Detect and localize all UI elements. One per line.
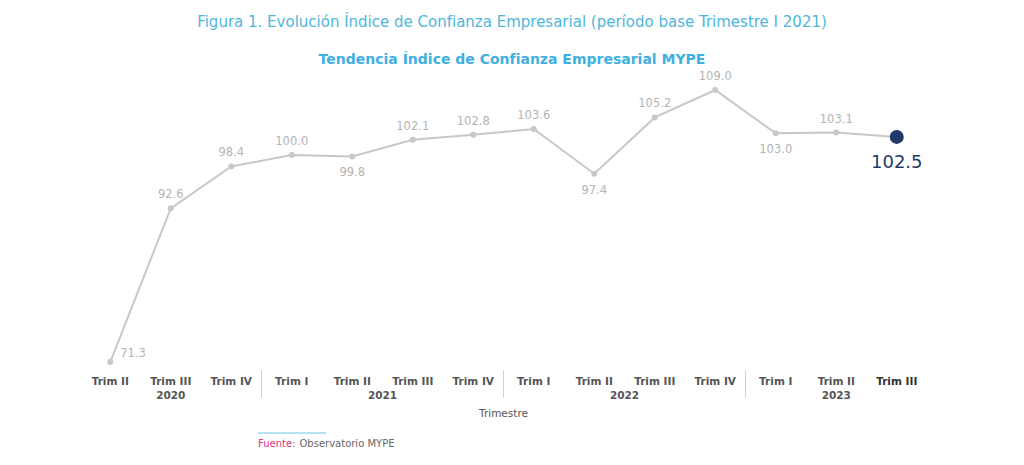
marker — [652, 114, 658, 120]
data-label: 102.8 — [457, 114, 490, 128]
marker — [531, 126, 537, 132]
x-group-label: 2022 — [610, 389, 639, 401]
plot-area — [107, 87, 904, 365]
data-label: 103.6 — [517, 108, 550, 122]
title: Figura 1. Evolución Índice de Confianza … — [197, 12, 827, 31]
data-label: 97.4 — [581, 183, 607, 197]
marker — [890, 130, 904, 144]
x-group-label: 2020 — [156, 389, 185, 401]
marker — [289, 152, 295, 158]
data-label: 100.0 — [275, 134, 308, 148]
data-label: 102.5 — [871, 151, 923, 172]
data-label: 71.3 — [120, 346, 146, 360]
data-label: 102.1 — [396, 119, 429, 133]
marker — [168, 205, 174, 211]
source-rule — [258, 433, 326, 434]
line — [110, 90, 897, 362]
x-tick-label: Trim I — [759, 375, 792, 387]
marker — [349, 153, 355, 159]
data-label: 103.1 — [820, 112, 853, 126]
source-label: Fuente: — [258, 438, 295, 449]
group-separator — [261, 370, 262, 398]
x-tick-label: Trim II — [334, 375, 371, 387]
x-tick-label: Trim IV — [695, 375, 737, 387]
x-tick-label: Trim III — [150, 375, 191, 387]
x-group-label: 2023 — [822, 389, 851, 401]
x-tick-label: Trim II — [576, 375, 613, 387]
subtitle: Tendencia Índice de Confianza Empresaria… — [319, 51, 706, 67]
marker — [228, 163, 234, 169]
x-group-label: 2021 — [368, 389, 397, 401]
marker — [410, 137, 416, 143]
data-label: 105.2 — [638, 96, 671, 110]
group-separator — [745, 370, 746, 398]
marker — [591, 171, 597, 177]
x-tick-label: Trim II — [818, 375, 855, 387]
data-label: 109.0 — [699, 69, 732, 83]
marker — [712, 87, 718, 93]
x-tick-label: Trim III — [876, 375, 917, 387]
x-tick-label: Trim IV — [211, 375, 253, 387]
x-tick-label: Trim III — [634, 375, 675, 387]
group-separator — [503, 370, 504, 398]
x-tick-label: Trim I — [275, 375, 308, 387]
marker — [833, 130, 839, 136]
source: Fuente: Observatorio MYPE — [258, 438, 395, 449]
data-label: 92.6 — [158, 187, 184, 201]
marker — [470, 132, 476, 138]
marker — [773, 130, 779, 136]
x-axis-label: Trimestre — [478, 407, 528, 419]
data-label: 99.8 — [339, 165, 365, 179]
data-label: 98.4 — [218, 145, 244, 159]
x-tick-label: Trim III — [392, 375, 433, 387]
x-tick-label: Trim IV — [453, 375, 495, 387]
x-tick-label: Trim I — [517, 375, 550, 387]
data-label: 103.0 — [759, 142, 792, 156]
x-tick-label: Trim II — [92, 375, 129, 387]
chart: Figura 1. Evolución Índice de Confianza … — [0, 0, 1024, 465]
source-text: Observatorio MYPE — [299, 438, 394, 449]
marker — [107, 359, 113, 365]
